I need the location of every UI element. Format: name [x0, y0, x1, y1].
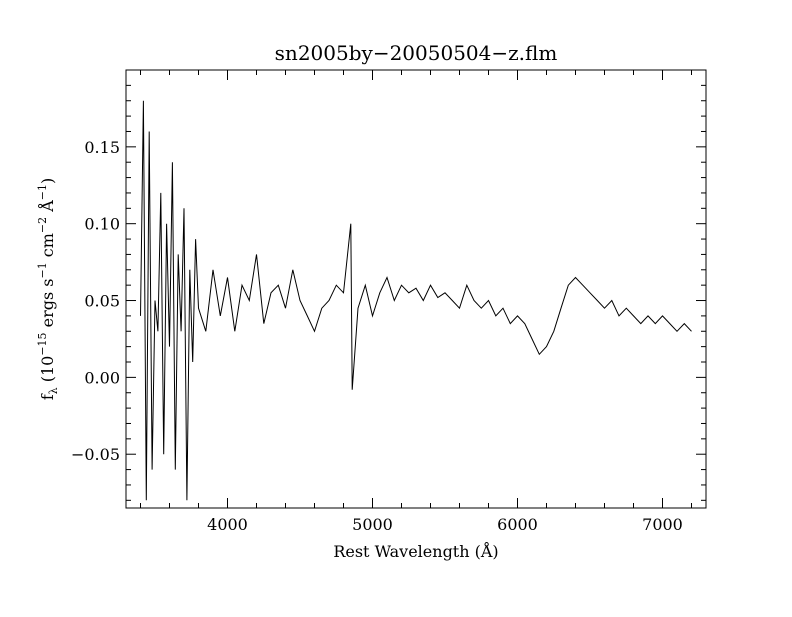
- x-axis-ticks: 4000 5000 6000 7000: [140, 70, 692, 534]
- x-tick-label: 6000: [497, 515, 538, 534]
- spectrum-line: [140, 100, 692, 501]
- x-axis-label: Rest Wavelength (Å): [333, 541, 498, 561]
- plot-frame: [125, 69, 707, 509]
- y-tick-label: 0.10: [84, 215, 120, 234]
- x-tick-label: 5000: [352, 515, 393, 534]
- series-layer: [140, 100, 692, 501]
- y-tick-label: 0.15: [84, 138, 120, 157]
- chart-title: sn2005by−20050504−z.flm: [275, 41, 558, 65]
- y-axis-label: fλ (10−15 ergs s−1 cm−2 Å−1): [36, 178, 60, 401]
- y-tick-label: −0.05: [71, 445, 120, 464]
- y-axis-ticks: −0.05 0.00 0.05 0.10 0.15: [71, 84, 706, 501]
- y-tick-label: 0.05: [84, 292, 120, 311]
- y-tick-label: 0.00: [84, 368, 120, 387]
- x-tick-label: 7000: [642, 515, 683, 534]
- x-tick-label: 4000: [207, 515, 248, 534]
